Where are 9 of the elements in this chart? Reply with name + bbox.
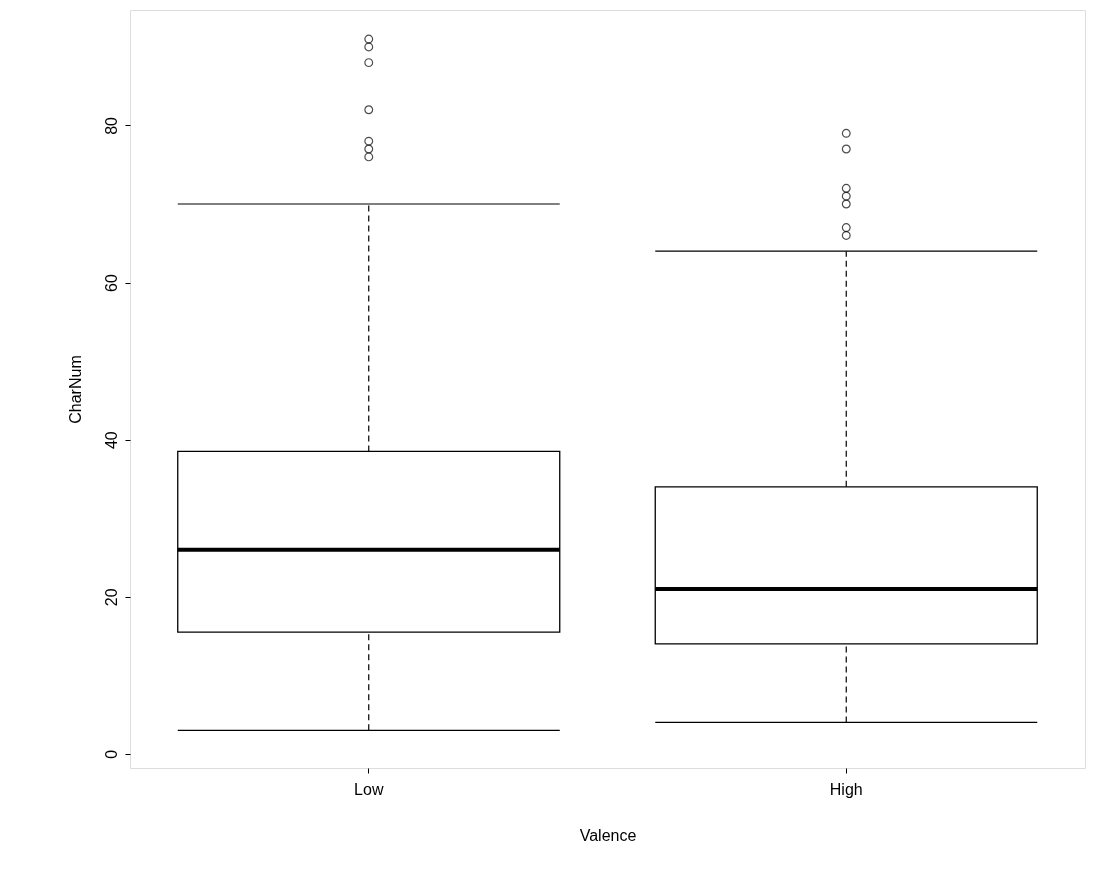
y-tick-label: 80 — [102, 116, 120, 135]
y-axis-title: CharNum — [66, 355, 84, 424]
x-tick-label: High — [829, 780, 863, 798]
y-tick-label: 40 — [102, 431, 120, 450]
y-tick-label: 0 — [102, 749, 120, 759]
y-tick-label: 20 — [102, 588, 120, 607]
y-tick-label: 60 — [102, 274, 120, 292]
x-axis-title: Valence — [579, 826, 637, 844]
x-tick-label: Low — [354, 780, 384, 798]
